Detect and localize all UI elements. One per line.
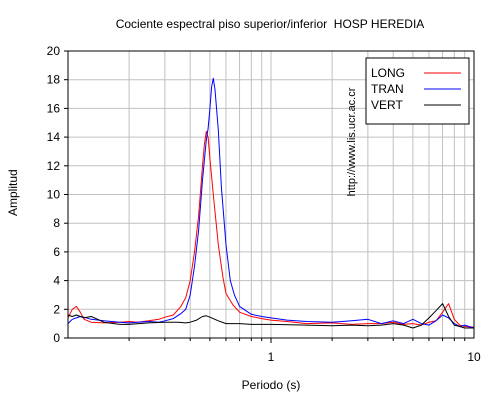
grid [68,51,474,338]
y-tick-label: 20 [47,44,61,58]
y-tick-label: 12 [47,159,61,173]
y-tick-label: 0 [53,331,60,345]
y-tick-label: 4 [53,274,60,288]
plot-area [67,77,475,329]
legend-box [365,57,470,125]
series-line-long [67,130,475,328]
legend-label-tran: TRAN [371,82,404,96]
legend-label-long: LONG [371,66,405,80]
series-line-vert [67,303,474,329]
y-tick-label: 6 [53,245,60,259]
y-tick-label: 8 [53,216,60,230]
y-tick-label: 18 [47,73,61,87]
y-axis-label: Amplitud [6,169,20,216]
y-tick-label: 14 [47,130,61,144]
chart-title: Cociente espectral piso superior/inferio… [115,17,425,31]
y-tick-label: 16 [47,101,61,115]
y-tick-label: 10 [47,188,61,202]
x-tick-label: 1 [268,350,275,364]
x-tick-label: 10 [467,350,481,364]
x-axis-label: Periodo (s) [241,378,301,392]
watermark-url: http://www.lis.ucr.ac.cr [346,87,358,197]
series-line-tran [67,77,475,329]
legend: LONG TRAN VERT [365,57,470,125]
y-tick-label: 2 [53,302,60,316]
axis-ticks: 0 2 4 6 8 10 12 14 16 18 20 1 10 [47,44,481,364]
legend-label-vert: VERT [371,98,403,112]
